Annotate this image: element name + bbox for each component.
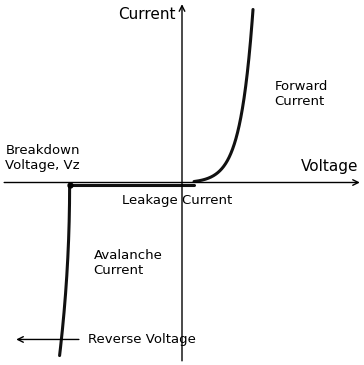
Text: Forward
Current: Forward Current xyxy=(274,80,328,108)
Text: Avalanche
Current: Avalanche Current xyxy=(94,249,163,277)
Text: Voltage: Voltage xyxy=(301,159,359,174)
Text: Breakdown
Voltage, Vz: Breakdown Voltage, Vz xyxy=(5,144,80,172)
Text: Reverse Voltage: Reverse Voltage xyxy=(88,333,195,346)
Text: Current: Current xyxy=(118,7,176,22)
Text: Leakage Current: Leakage Current xyxy=(122,194,232,207)
